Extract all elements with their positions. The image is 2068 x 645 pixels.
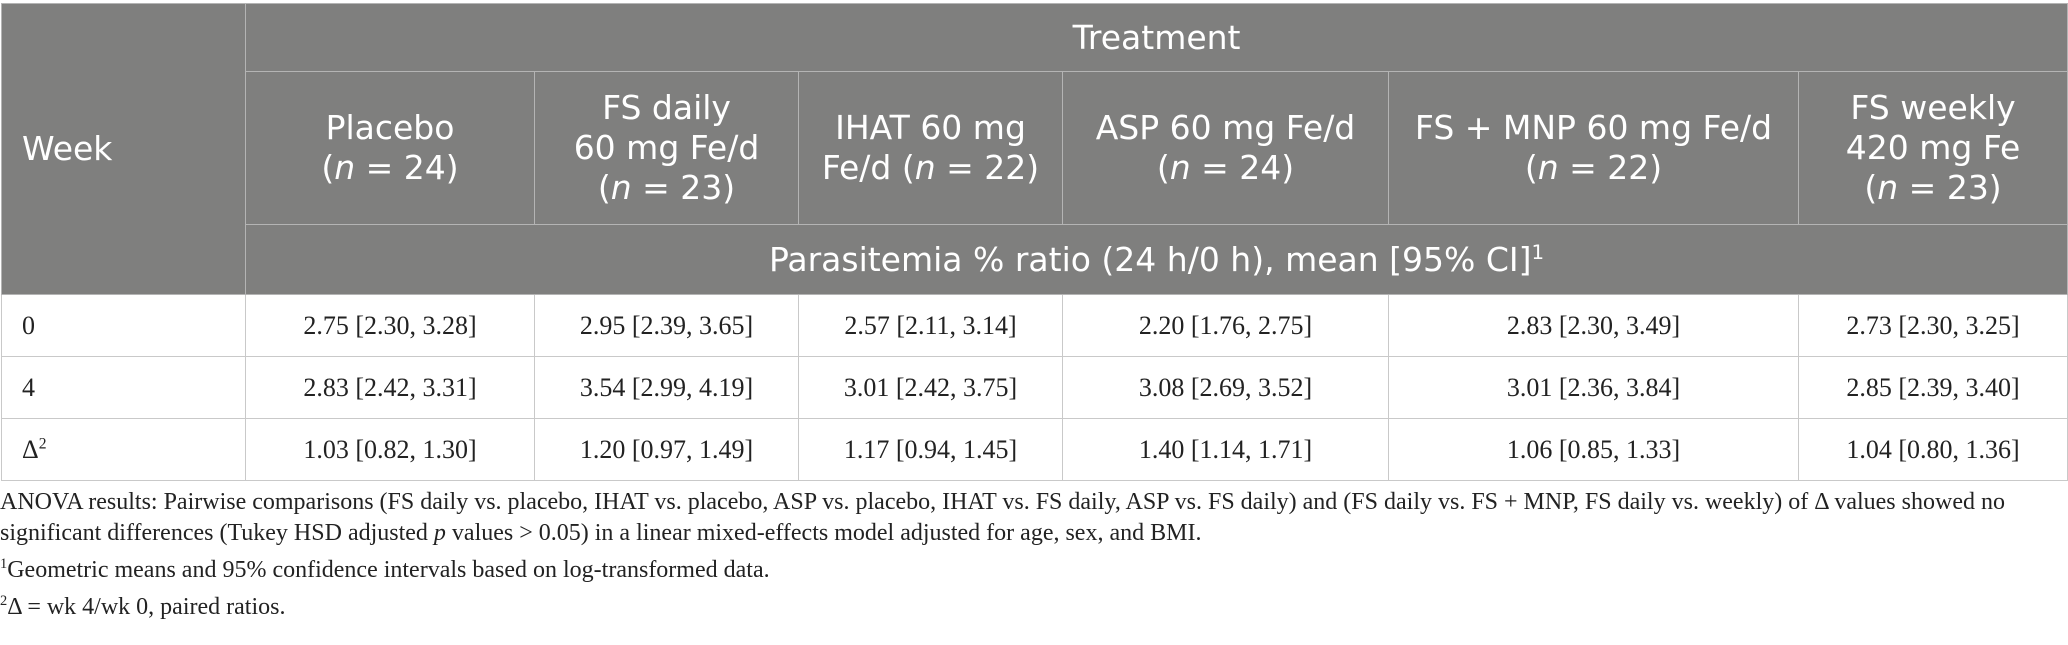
table-row: 4 2.83 [2.42, 3.31] 3.54 [2.99, 4.19] 3.…	[1, 356, 2068, 419]
table-row: 0 2.75 [2.30, 3.28] 2.95 [2.39, 3.65] 2.…	[1, 294, 2068, 357]
group-header-fs-daily: FS daily 60 mg Fe/d (n = 23)	[534, 71, 799, 225]
table-cell: 2.83 [2.30, 3.49]	[1388, 294, 1799, 357]
table-cell: 2.20 [1.76, 2.75]	[1062, 294, 1389, 357]
group-header-ihat: IHAT 60 mg Fe/d (n = 22)	[798, 71, 1063, 225]
table-row: Δ2 1.03 [0.82, 1.30] 1.20 [0.97, 1.49] 1…	[1, 418, 2068, 481]
table-cell: 2.73 [2.30, 3.25]	[1797, 294, 2068, 357]
table-cell: 1.03 [0.82, 1.30]	[245, 418, 535, 481]
group-header-asp: ASP 60 mg Fe/d (n = 24)	[1062, 71, 1389, 225]
table-cell: 1.06 [0.85, 1.33]	[1388, 418, 1799, 481]
table-cell: 2.75 [2.30, 3.28]	[245, 294, 535, 357]
table-footnotes: ANOVA results: Pairwise comparisons (FS …	[0, 487, 2060, 623]
group-header-placebo: Placebo (n = 24)	[245, 71, 535, 225]
table-body: 0 2.75 [2.30, 3.28] 2.95 [2.39, 3.65] 2.…	[1, 294, 2068, 481]
parameter-header: Parasitemia % ratio (24 h/0 h), mean [95…	[244, 224, 2068, 295]
table-cell: 3.01 [2.36, 3.84]	[1388, 356, 1799, 419]
row-label-delta: Δ2	[1, 418, 246, 481]
row-label-week-4: 4	[1, 356, 246, 419]
row-label-week-0: 0	[1, 294, 246, 357]
table-cell: 2.57 [2.11, 3.14]	[798, 294, 1063, 357]
footnote-2: 2Δ = wk 4/wk 0, paired ratios.	[0, 593, 286, 620]
table-cell: 1.04 [0.80, 1.36]	[1797, 418, 2068, 481]
table-cell: 1.17 [0.94, 1.45]	[798, 418, 1063, 481]
footnote-1: 1Geometric means and 95% confidence inte…	[0, 556, 770, 583]
table-cell: 1.20 [0.97, 1.49]	[534, 418, 799, 481]
anova-note: ANOVA results: Pairwise comparisons (FS …	[0, 489, 2005, 546]
table-cell: 1.40 [1.14, 1.71]	[1062, 418, 1389, 481]
group-header-row: Placebo (n = 24) FS daily 60 mg Fe/d (n = 2…	[2, 71, 2068, 225]
table-cell: 3.54 [2.99, 4.19]	[534, 356, 799, 419]
week-header: Week	[1, 3, 246, 295]
treatment-header: Treatment	[244, 3, 2068, 72]
table-cell: 3.01 [2.42, 3.75]	[798, 356, 1063, 419]
table-cell: 2.83 [2.42, 3.31]	[245, 356, 535, 419]
results-table: Week Treatment Placebo (n = 24) FS daily 6…	[1, 3, 2068, 481]
results-table-container: Week Treatment Placebo (n = 24) FS daily 6…	[0, 3, 2068, 481]
group-header-fs-mnp: FS + MNP 60 mg Fe/d (n = 22)	[1388, 71, 1799, 225]
table-cell: 2.95 [2.39, 3.65]	[534, 294, 799, 357]
table-cell: 2.85 [2.39, 3.40]	[1797, 356, 2068, 419]
group-header-fs-weekly: FS weekly 420 mg Fe (n = 23)	[1797, 71, 2068, 225]
table-cell: 3.08 [2.69, 3.52]	[1062, 356, 1389, 419]
